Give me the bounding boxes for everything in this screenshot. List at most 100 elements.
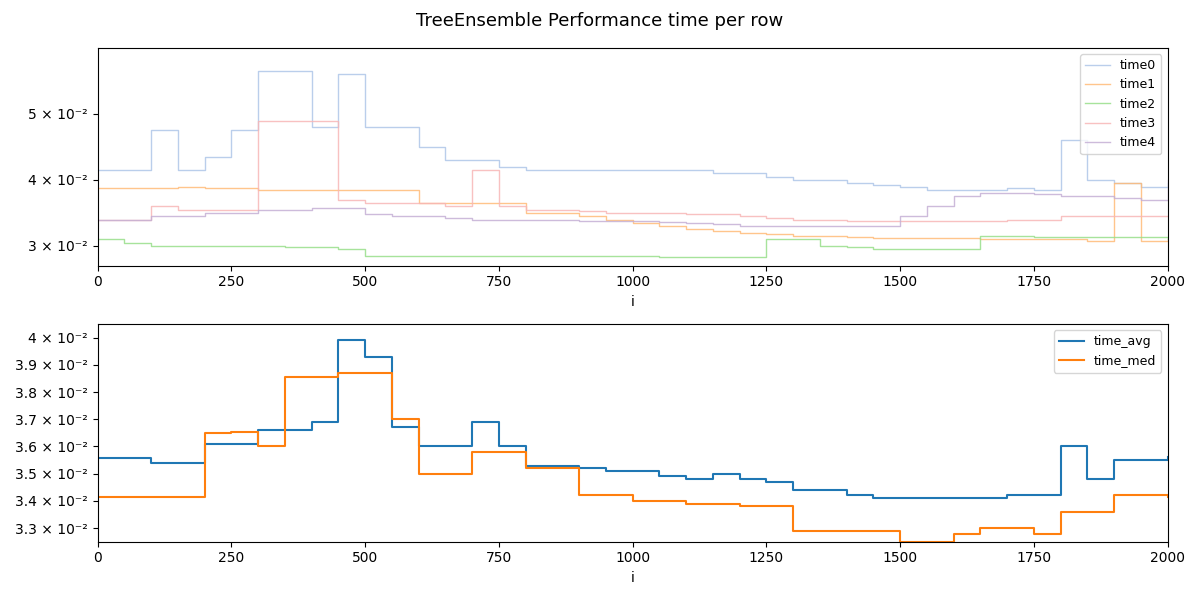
time2 (1160, 236, 1175, 243)
time0 (251, 67, 265, 74)
time2 (1134, 234, 1148, 241)
time_avg (706, 470, 720, 477)
time1 (679, 226, 694, 233)
time0 (358, 124, 372, 131)
time2 (1000, 232, 1014, 239)
time1 (224, 184, 239, 191)
time_avg (358, 353, 372, 360)
time_avg (224, 440, 239, 448)
time1 (599, 216, 613, 223)
time4 (331, 204, 346, 211)
time2 (866, 245, 881, 252)
time1 (866, 235, 881, 242)
Line: time2: time2 (97, 236, 1168, 257)
time3 (812, 216, 827, 223)
time3 (1000, 216, 1014, 223)
time_avg (893, 494, 907, 502)
time_avg (90, 454, 104, 461)
time4 (1080, 193, 1094, 200)
time_med (625, 497, 640, 505)
time_avg (277, 427, 292, 434)
time3 (866, 217, 881, 224)
Text: TreeEnsemble Performance time per row: TreeEnsemble Performance time per row (416, 12, 784, 30)
time1 (1160, 236, 1175, 243)
time_avg (625, 467, 640, 475)
time_avg (492, 443, 506, 450)
time_avg (812, 487, 827, 494)
time4 (839, 223, 853, 230)
time1 (412, 199, 426, 206)
time3 (1134, 212, 1148, 220)
time_avg (1106, 457, 1121, 464)
time_med (305, 373, 319, 380)
time_avg (760, 478, 774, 485)
time_avg (786, 487, 800, 494)
time0 (1000, 184, 1014, 191)
time0 (197, 153, 211, 160)
time4 (197, 209, 211, 217)
time3 (197, 206, 211, 213)
time4 (1026, 191, 1040, 198)
time4 (170, 212, 185, 220)
time_med (331, 370, 346, 377)
time3 (224, 206, 239, 213)
time3 (385, 199, 400, 206)
time3 (492, 203, 506, 210)
time_avg (464, 418, 479, 425)
time4 (1106, 194, 1121, 202)
time4 (251, 206, 265, 213)
time3 (893, 217, 907, 224)
Line: time4: time4 (97, 180, 1168, 226)
time4 (545, 216, 559, 223)
time4 (144, 212, 158, 220)
time_med (518, 464, 533, 472)
time_med (919, 538, 934, 545)
time2 (760, 236, 774, 243)
time0 (919, 186, 934, 193)
time0 (438, 157, 452, 164)
time_avg (385, 424, 400, 431)
time0 (893, 183, 907, 190)
time4 (224, 209, 239, 217)
time_med (1134, 492, 1148, 499)
time4 (492, 216, 506, 223)
time3 (438, 203, 452, 210)
time2 (224, 242, 239, 250)
time0 (572, 166, 587, 173)
time0 (1160, 179, 1175, 187)
time2 (331, 245, 346, 253)
time1 (438, 199, 452, 206)
time_avg (251, 427, 265, 434)
time3 (625, 209, 640, 217)
time4 (812, 223, 827, 230)
time3 (331, 196, 346, 203)
time3 (706, 211, 720, 218)
time_med (839, 527, 853, 535)
time1 (652, 223, 666, 230)
time_avg (518, 462, 533, 469)
time4 (305, 204, 319, 211)
time0 (492, 163, 506, 170)
time1 (732, 229, 746, 236)
time_med (170, 493, 185, 500)
time3 (412, 199, 426, 206)
Line: time_med: time_med (97, 373, 1168, 542)
time1 (305, 186, 319, 193)
time3 (1106, 212, 1121, 220)
X-axis label: i: i (631, 571, 635, 585)
time_med (1026, 530, 1040, 537)
time_avg (305, 418, 319, 425)
time2 (572, 252, 587, 259)
time2 (1026, 234, 1040, 241)
time1 (492, 199, 506, 206)
time1 (919, 235, 934, 242)
time0 (786, 176, 800, 184)
time_avg (839, 492, 853, 499)
time_avg (732, 476, 746, 483)
time_med (679, 500, 694, 507)
time2 (545, 252, 559, 259)
time4 (947, 193, 961, 200)
time2 (385, 252, 400, 259)
time2 (277, 244, 292, 251)
time2 (1080, 234, 1094, 241)
